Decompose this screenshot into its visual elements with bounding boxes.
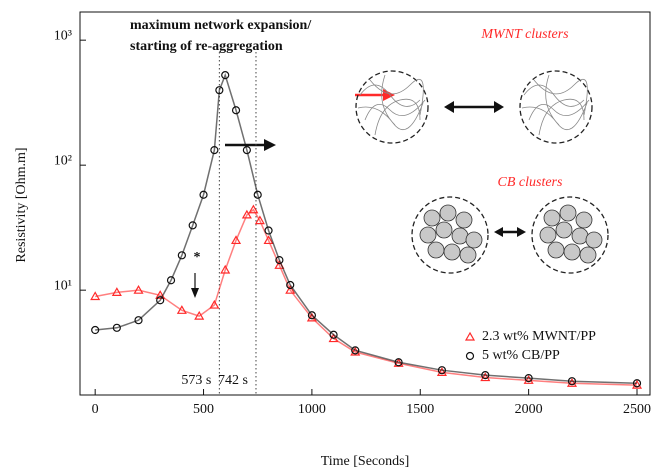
data-point <box>394 358 403 367</box>
arrows <box>191 89 395 298</box>
reference-label: 742 s <box>218 373 248 388</box>
data-point <box>90 291 101 301</box>
data-point <box>481 371 490 380</box>
data-point <box>307 311 317 320</box>
y-tick-label: 10³ <box>54 28 72 43</box>
annotation: starting of re-aggregation <box>130 39 283 54</box>
data-point <box>351 346 360 355</box>
series-line <box>95 208 638 386</box>
data-point <box>480 372 491 382</box>
annotation: maximum network expansion/ <box>130 18 312 33</box>
data-point <box>221 71 230 80</box>
data-point <box>263 235 274 245</box>
series <box>91 71 642 388</box>
data-point <box>91 325 100 335</box>
legend-label: 2.3 wt% MWNT/PP <box>482 329 596 344</box>
x-tick-label: 2000 <box>515 402 543 417</box>
data-point <box>231 235 242 245</box>
data-point <box>177 251 186 260</box>
data-point <box>285 284 296 294</box>
data-point <box>133 284 144 294</box>
data-point <box>566 378 578 387</box>
data-point <box>220 264 231 274</box>
data-point <box>329 330 338 339</box>
y-tick-label: 10² <box>54 153 72 168</box>
data-point <box>436 367 447 376</box>
data-point <box>210 145 219 155</box>
data-point <box>437 366 447 375</box>
x-tick-label: 1500 <box>406 402 434 417</box>
reference-label: 573 s <box>181 373 211 388</box>
data-point <box>286 280 295 290</box>
annotation: * <box>194 250 201 265</box>
data-point <box>631 379 643 389</box>
data-point <box>199 190 208 199</box>
data-point <box>567 377 577 386</box>
data-point <box>194 310 205 320</box>
data-point <box>166 276 176 285</box>
data-point <box>156 296 165 305</box>
y-tick-label: 10¹ <box>54 278 72 293</box>
data-point <box>112 323 121 332</box>
cb-clusters <box>411 196 609 274</box>
data-point <box>242 145 251 155</box>
annotation: MWNT clusters <box>480 27 569 42</box>
data-point <box>134 316 143 325</box>
x-tick-label: 500 <box>193 402 214 417</box>
data-point <box>254 215 265 225</box>
plot-frame <box>79 11 651 396</box>
legend-label: 5 wt% CB/PP <box>482 348 560 363</box>
data-point <box>176 305 187 314</box>
data-point <box>253 190 262 199</box>
annotation: CB clusters <box>498 175 563 190</box>
data-point <box>275 255 284 265</box>
mwnt-clusters <box>355 70 593 144</box>
legend-marker <box>465 351 475 361</box>
legend-marker <box>464 331 476 341</box>
series-line <box>95 72 638 385</box>
data-point <box>632 379 642 388</box>
x-tick-label: 0 <box>92 402 99 417</box>
x-tick-label: 2500 <box>623 402 651 417</box>
data-point <box>523 375 534 384</box>
data-point <box>248 204 259 214</box>
data-point <box>155 290 166 299</box>
data-point <box>215 86 224 95</box>
data-point <box>188 221 197 230</box>
x-axis-title: Time [Seconds] <box>321 454 410 469</box>
y-axis-title: Resistivity [Ohm.m] <box>14 147 29 262</box>
data-point <box>231 106 241 115</box>
data-point <box>111 287 122 296</box>
data-point <box>209 299 220 309</box>
data-point <box>524 373 533 383</box>
data-point <box>241 209 252 219</box>
x-tick-label: 1000 <box>298 402 326 417</box>
data-point <box>264 226 273 235</box>
